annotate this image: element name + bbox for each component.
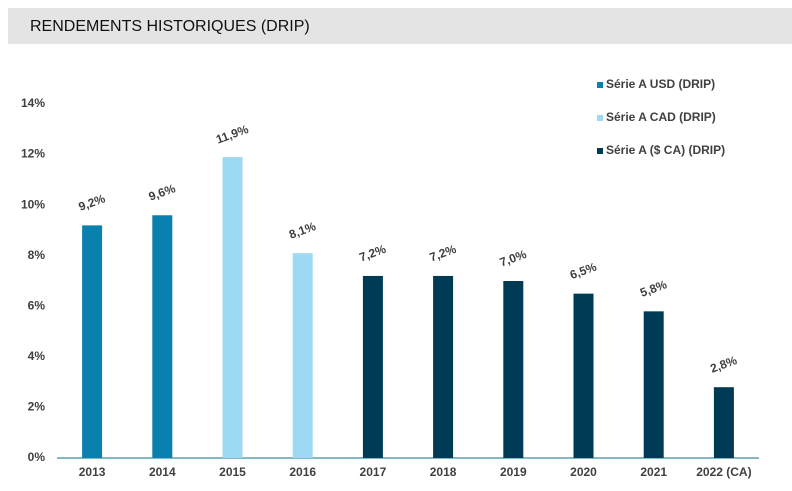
x-tick-label: 2020	[570, 465, 597, 479]
value-label: 5,8%	[638, 277, 669, 300]
y-tick-label: 8%	[28, 248, 46, 262]
y-tick-label: 0%	[28, 450, 46, 464]
value-label: 8,1%	[287, 219, 318, 242]
legend-swatch	[597, 115, 603, 121]
value-label: 9,6%	[147, 181, 178, 204]
y-tick-label: 12%	[21, 147, 45, 161]
bar	[713, 387, 734, 458]
x-tick-label: 2022 (CA)	[696, 465, 751, 479]
x-tick-label: 2017	[360, 465, 387, 479]
y-tick-label: 6%	[28, 298, 46, 312]
bar	[573, 293, 594, 458]
value-label: 9,2%	[77, 191, 108, 214]
value-label: 6,5%	[568, 259, 599, 282]
x-tick-label: 2019	[500, 465, 527, 479]
legend-swatch	[597, 82, 603, 88]
legend-label: Série A CAD (DRIP)	[606, 110, 716, 124]
x-tick-label: 2018	[430, 465, 457, 479]
y-tick-label: 14%	[21, 96, 45, 110]
value-label: 2,8%	[708, 353, 739, 376]
y-tick-label: 10%	[21, 197, 45, 211]
x-tick-label: 2016	[289, 465, 316, 479]
value-label: 7,2%	[428, 242, 459, 265]
x-tick-label: 2014	[149, 465, 176, 479]
bar	[433, 275, 454, 458]
y-tick-label: 2%	[28, 400, 46, 414]
x-tick-label: 2015	[219, 465, 246, 479]
bar	[292, 253, 313, 458]
legend-swatch	[597, 148, 603, 154]
x-tick-label: 2013	[79, 465, 106, 479]
legend-label: Série A USD (DRIP)	[606, 77, 715, 91]
value-label: 7,0%	[498, 247, 529, 270]
y-tick-label: 4%	[28, 349, 46, 363]
value-label: 7,2%	[357, 242, 388, 265]
bar	[503, 281, 524, 458]
bar	[222, 157, 243, 458]
value-label: 11,9%	[214, 122, 250, 147]
legend-label: Série A ($ CA) (DRIP)	[606, 143, 725, 157]
bar	[152, 215, 173, 458]
chart-title: RENDEMENTS HISTORIQUES (DRIP)	[30, 18, 310, 35]
x-tick-label: 2021	[640, 465, 667, 479]
title-band	[8, 8, 792, 44]
bar	[362, 275, 383, 458]
bar	[82, 225, 103, 458]
bar	[643, 311, 664, 458]
